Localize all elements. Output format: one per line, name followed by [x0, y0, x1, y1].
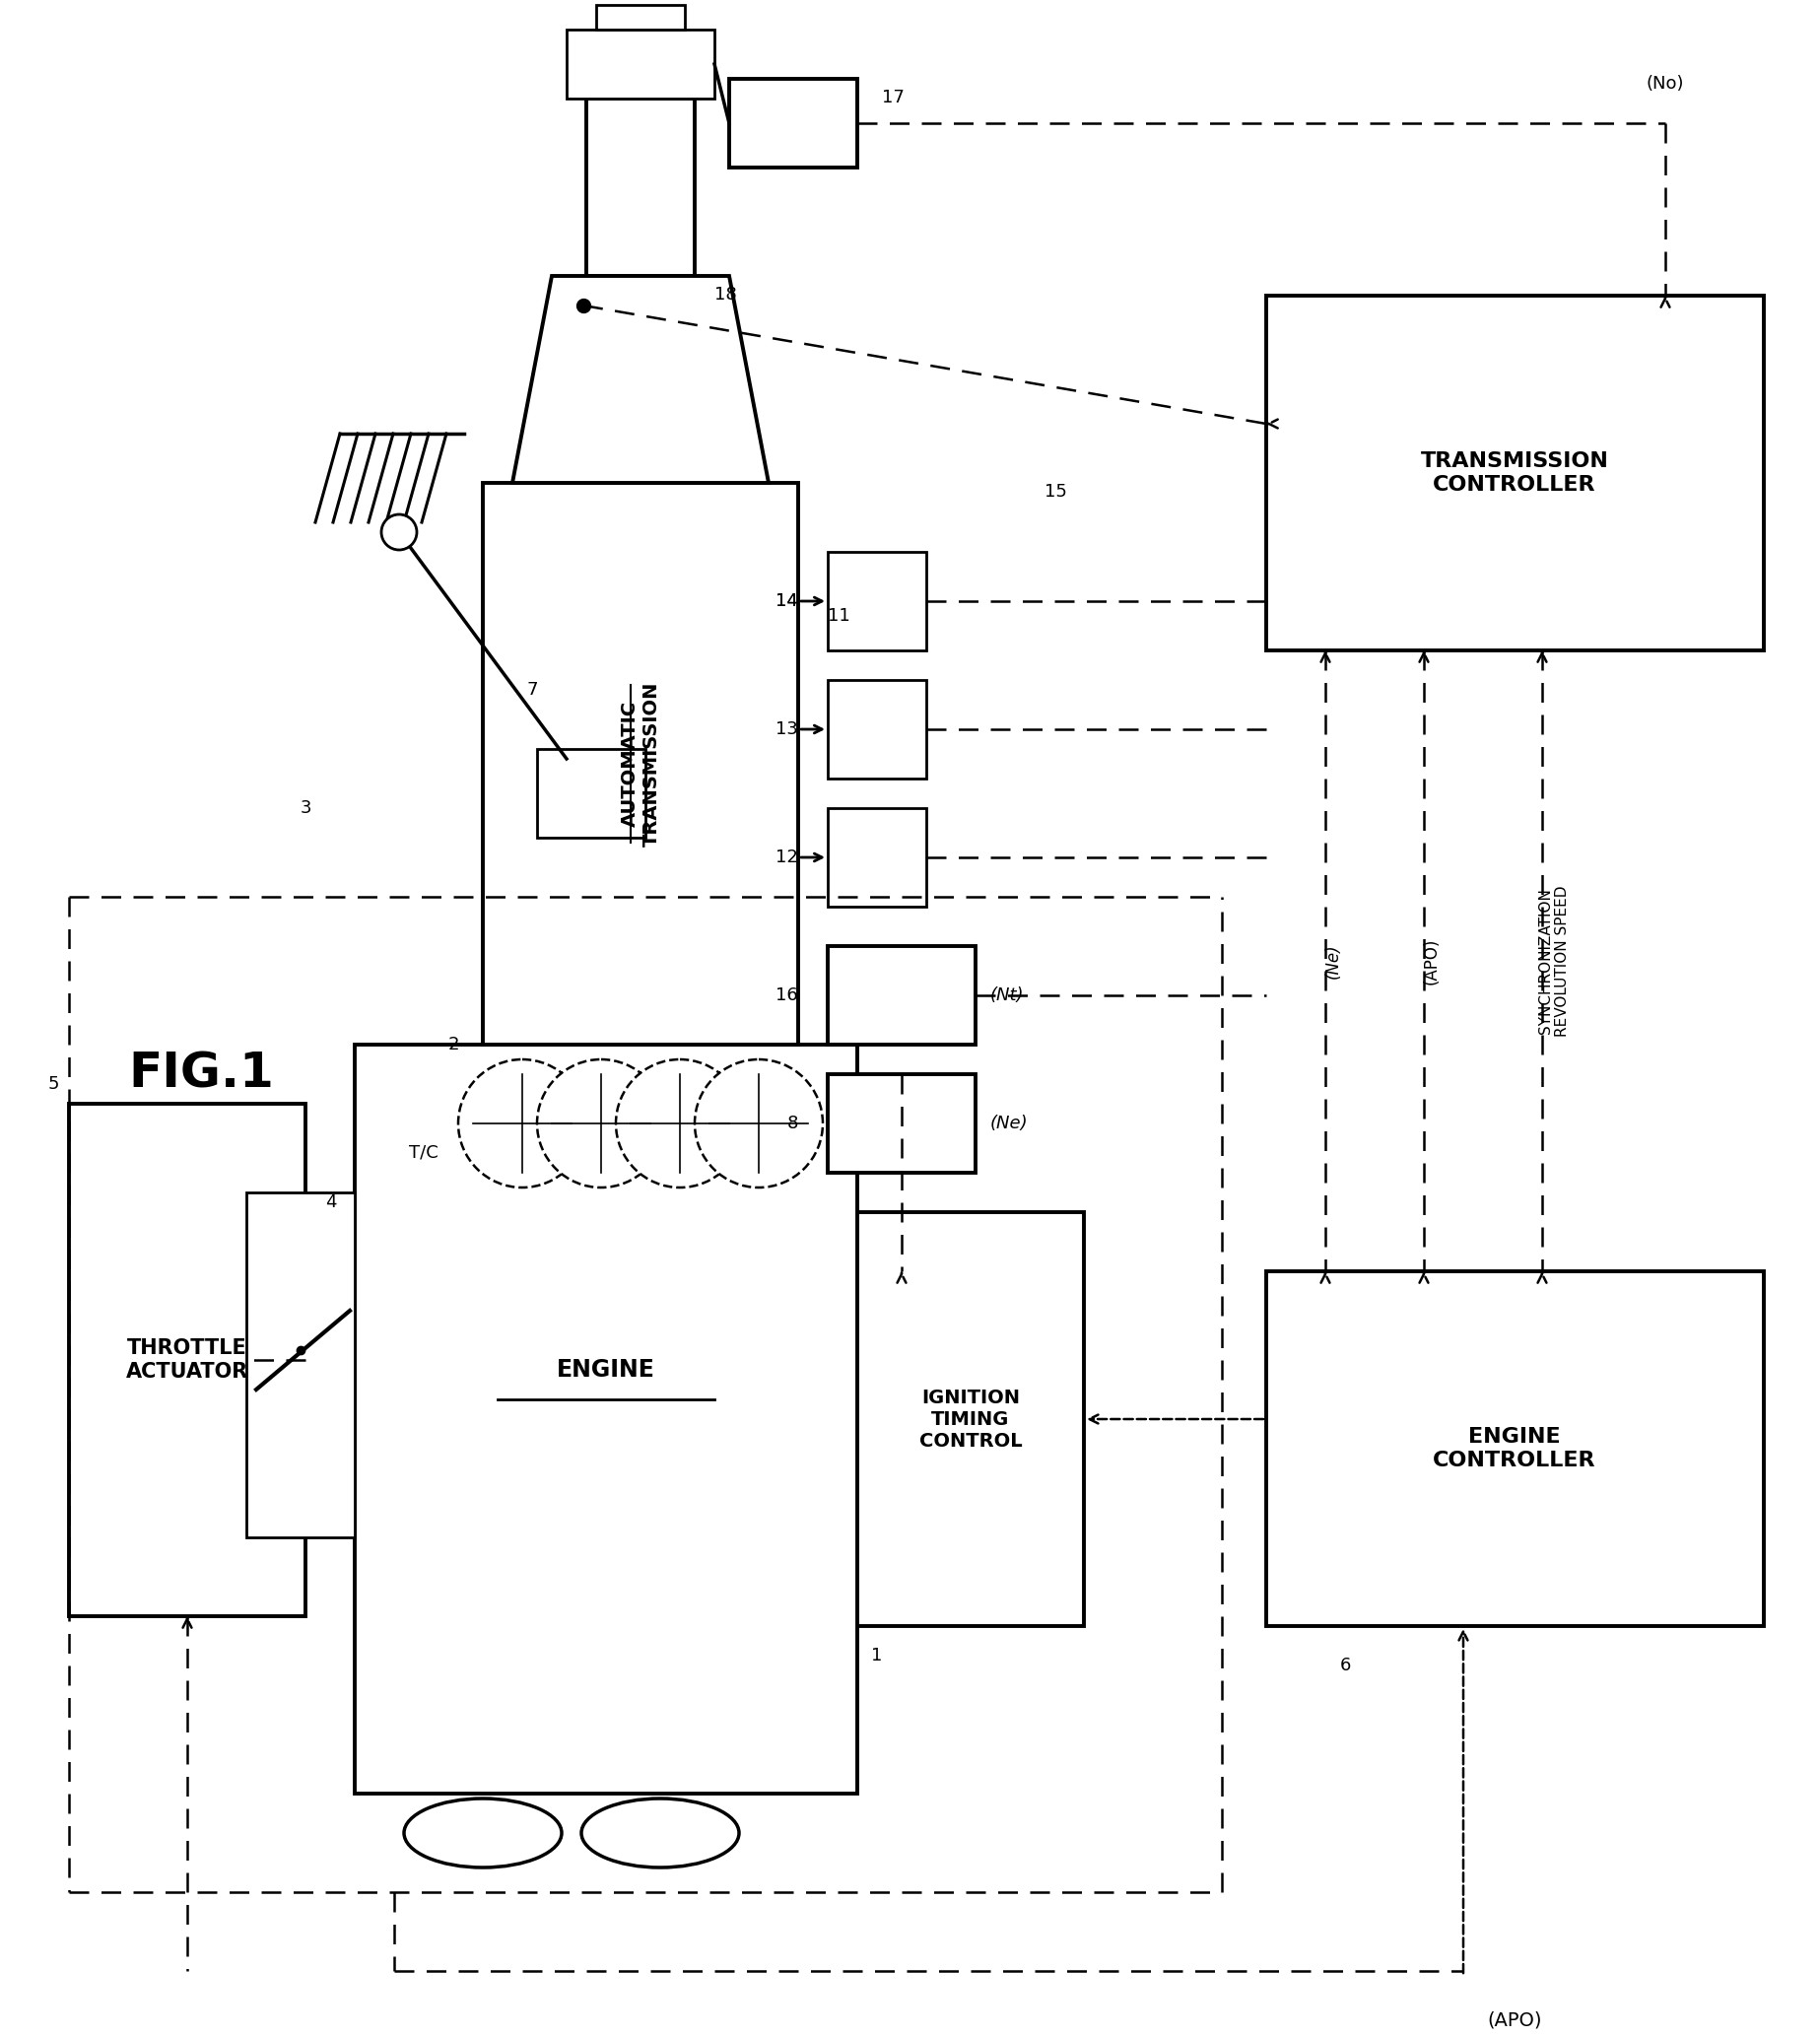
Bar	[69, 1104, 306, 1615]
Bar	[730, 79, 857, 167]
Text: (APO): (APO)	[1487, 2011, 1542, 2029]
Text: 17: 17	[883, 90, 905, 106]
Ellipse shape	[404, 1799, 562, 1868]
Text: 18: 18	[715, 285, 737, 304]
Circle shape	[382, 515, 417, 550]
Bar	[828, 1073, 976, 1173]
Bar	[857, 1212, 1085, 1626]
Bar	[1267, 1271, 1764, 1626]
Text: 4: 4	[326, 1194, 337, 1212]
Bar	[828, 680, 926, 778]
Text: 8: 8	[786, 1114, 799, 1133]
Text: 11: 11	[828, 607, 850, 625]
Bar	[828, 945, 976, 1045]
Circle shape	[537, 1059, 664, 1188]
Text: FIG.1: FIG.1	[127, 1051, 273, 1098]
Bar	[355, 1045, 857, 1795]
Text: 15: 15	[1045, 483, 1067, 501]
Text: (APO): (APO)	[1423, 937, 1441, 984]
Bar	[246, 1192, 355, 1538]
Text: IGNITION
TIMING
CONTROL: IGNITION TIMING CONTROL	[919, 1387, 1023, 1450]
Text: 14: 14	[775, 593, 799, 609]
Bar	[828, 809, 926, 906]
Bar	[1267, 295, 1764, 650]
Text: 5: 5	[47, 1076, 58, 1094]
Text: (Nt): (Nt)	[990, 986, 1025, 1004]
Text: (No): (No)	[1647, 75, 1684, 92]
Bar	[597, 4, 684, 31]
Text: 1: 1	[872, 1646, 883, 1664]
Text: 3: 3	[300, 799, 311, 817]
Text: 7: 7	[528, 680, 539, 699]
Bar	[828, 552, 926, 650]
Text: (Ne): (Ne)	[1325, 943, 1341, 978]
Circle shape	[615, 1059, 744, 1188]
Text: ENGINE: ENGINE	[557, 1359, 655, 1381]
Text: T/C: T/C	[410, 1145, 439, 1161]
Bar	[566, 31, 715, 98]
Text: TRANSMISSION
CONTROLLER: TRANSMISSION CONTROLLER	[1420, 452, 1609, 495]
Text: 2: 2	[448, 1035, 459, 1053]
Polygon shape	[513, 275, 768, 483]
Text: THROTTLE
ACTUATOR: THROTTLE ACTUATOR	[126, 1338, 249, 1381]
Text: (Ne): (Ne)	[990, 1114, 1028, 1133]
Text: 14: 14	[775, 593, 799, 609]
Circle shape	[695, 1059, 823, 1188]
Text: ENGINE
CONTROLLER: ENGINE CONTROLLER	[1432, 1428, 1596, 1471]
Bar	[537, 750, 646, 837]
Text: 13: 13	[775, 721, 799, 737]
Text: 12: 12	[775, 849, 799, 866]
Circle shape	[459, 1059, 586, 1188]
Text: 16: 16	[775, 986, 799, 1004]
Bar	[586, 98, 695, 275]
Text: 6: 6	[1340, 1656, 1350, 1674]
Ellipse shape	[581, 1799, 739, 1868]
Bar	[482, 483, 799, 1045]
Text: SYNCHRONIZATION
REVOLUTION SPEED: SYNCHRONIZATION REVOLUTION SPEED	[1538, 886, 1571, 1037]
Text: AUTOMATIC
TRANSMISSION: AUTOMATIC TRANSMISSION	[621, 680, 661, 845]
